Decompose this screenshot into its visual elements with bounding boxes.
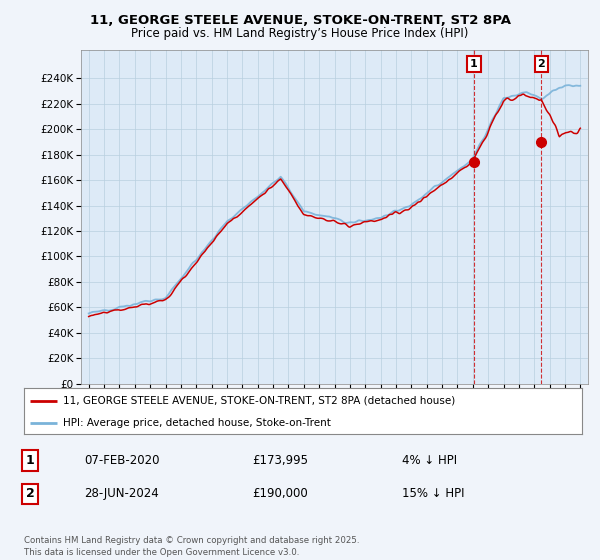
Text: £190,000: £190,000 [252,487,308,501]
Text: 1: 1 [26,454,34,467]
Text: 07-FEB-2020: 07-FEB-2020 [84,454,160,467]
Text: 28-JUN-2024: 28-JUN-2024 [84,487,159,501]
Text: 11, GEORGE STEELE AVENUE, STOKE-ON-TRENT, ST2 8PA (detached house): 11, GEORGE STEELE AVENUE, STOKE-ON-TRENT… [63,396,455,406]
Text: £173,995: £173,995 [252,454,308,467]
Text: 11, GEORGE STEELE AVENUE, STOKE-ON-TRENT, ST2 8PA: 11, GEORGE STEELE AVENUE, STOKE-ON-TRENT… [89,14,511,27]
Text: 1: 1 [470,59,478,69]
Text: Contains HM Land Registry data © Crown copyright and database right 2025.
This d: Contains HM Land Registry data © Crown c… [24,536,359,557]
Text: 2: 2 [538,59,545,69]
Text: HPI: Average price, detached house, Stoke-on-Trent: HPI: Average price, detached house, Stok… [63,418,331,427]
Text: 15% ↓ HPI: 15% ↓ HPI [402,487,464,501]
Text: 2: 2 [26,487,34,501]
Text: Price paid vs. HM Land Registry’s House Price Index (HPI): Price paid vs. HM Land Registry’s House … [131,27,469,40]
Text: 4% ↓ HPI: 4% ↓ HPI [402,454,457,467]
